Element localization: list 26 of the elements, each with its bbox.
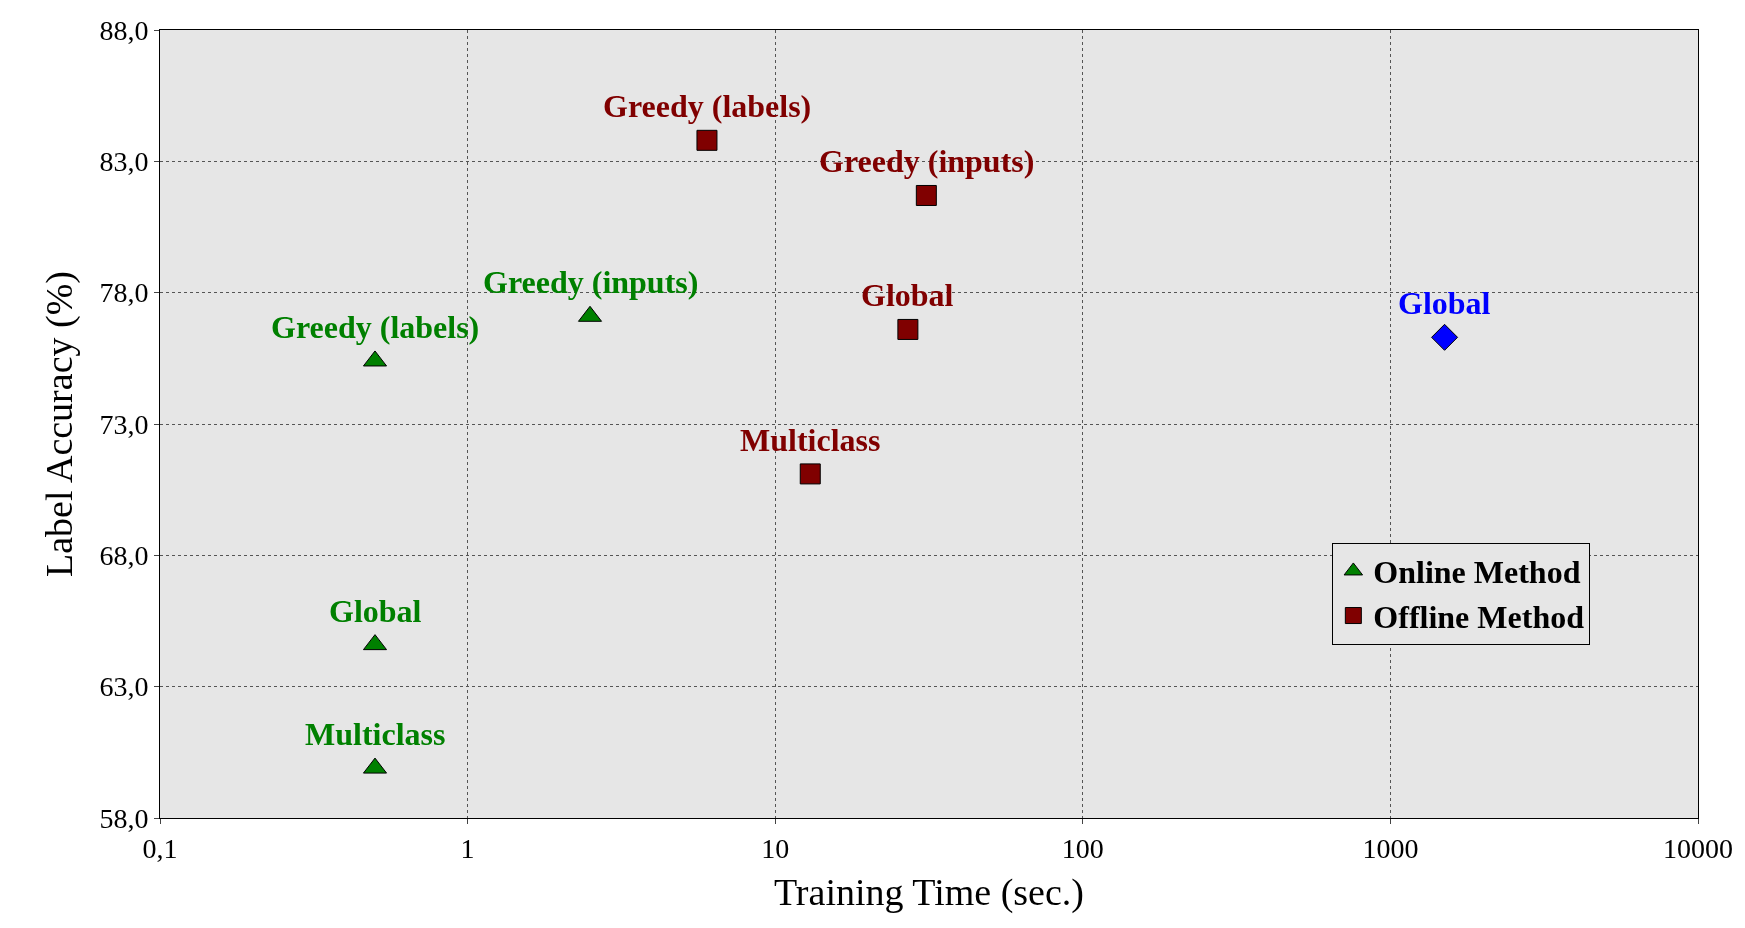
y-tick-label: 88,0 xyxy=(99,14,149,46)
annotation: Greedy (inputs) xyxy=(483,264,699,300)
annotation: Global xyxy=(1398,285,1491,321)
legend-label: Offline Method xyxy=(1373,599,1585,636)
y-axis-title: Label Accuracy (%) xyxy=(37,271,81,577)
x-tick-label: 10 xyxy=(761,832,790,864)
annotation: Greedy (labels) xyxy=(603,88,812,124)
annotation: Global xyxy=(861,277,954,313)
y-tick-label: 73,0 xyxy=(99,408,149,440)
x-tick-label: 100 xyxy=(1061,832,1104,864)
annotation: Multiclass xyxy=(305,716,446,752)
annotation: Multiclass xyxy=(740,422,881,458)
x-tick-label: 0,1 xyxy=(142,832,178,864)
x-tick-label: 1000 xyxy=(1362,832,1419,864)
y-tick-label: 68,0 xyxy=(99,540,149,572)
x-tick-label: 1 xyxy=(460,832,475,864)
x-axis-title: Training Time (sec.) xyxy=(773,870,1085,914)
legend-label: Online Method xyxy=(1373,554,1581,591)
annotation: Greedy (inputs) xyxy=(819,143,1035,179)
y-tick-label: 63,0 xyxy=(99,671,149,703)
annotation: Global xyxy=(329,593,422,629)
y-tick-label: 83,0 xyxy=(99,146,149,178)
x-tick-label: 10000 xyxy=(1663,832,1733,864)
annotation: Greedy (labels) xyxy=(271,309,480,345)
y-tick-label: 58,0 xyxy=(99,802,149,834)
y-tick-label: 78,0 xyxy=(99,277,149,309)
